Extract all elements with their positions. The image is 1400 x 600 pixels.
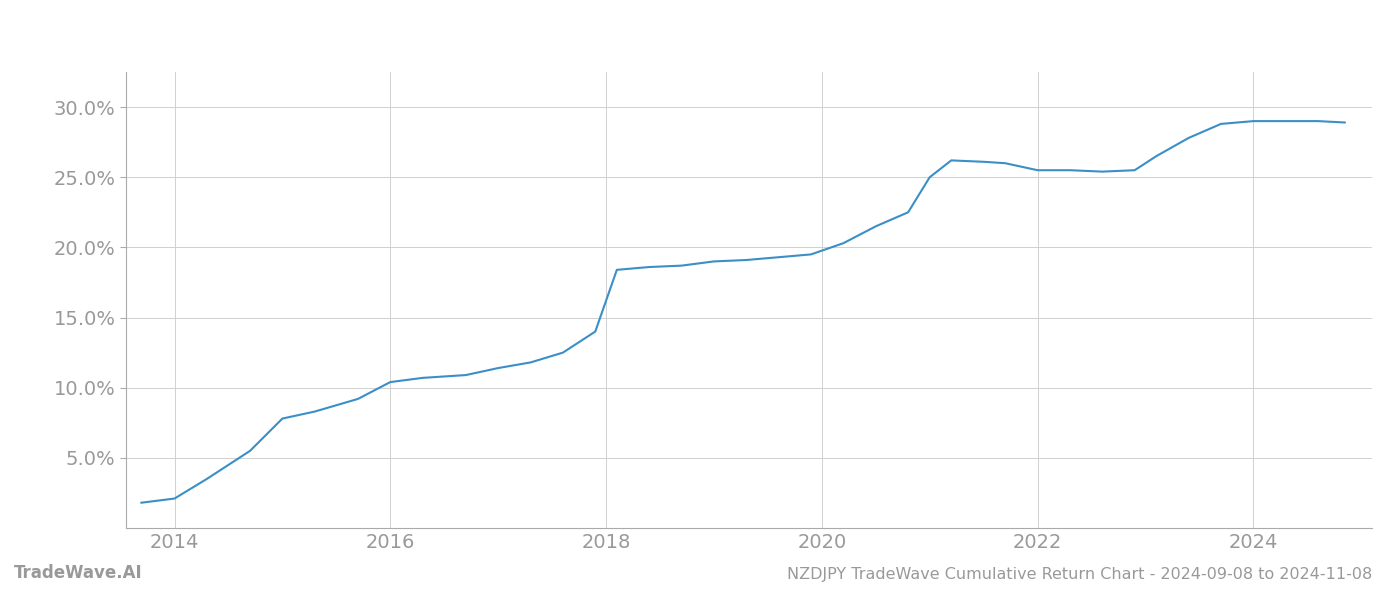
Text: NZDJPY TradeWave Cumulative Return Chart - 2024-09-08 to 2024-11-08: NZDJPY TradeWave Cumulative Return Chart… — [787, 567, 1372, 582]
Text: TradeWave.AI: TradeWave.AI — [14, 564, 143, 582]
